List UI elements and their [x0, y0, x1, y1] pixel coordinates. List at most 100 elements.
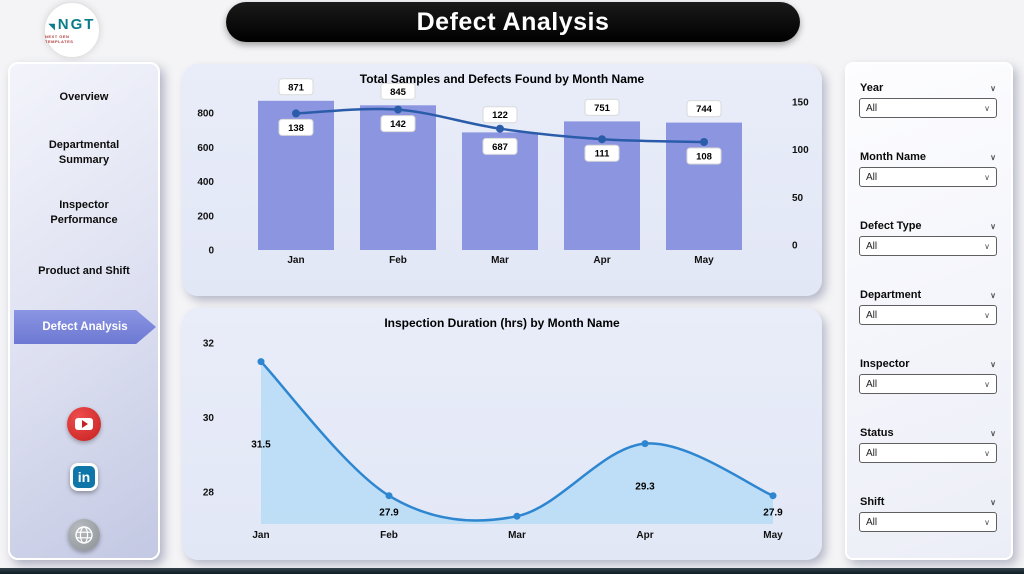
slicer-inspector-header[interactable]: Inspector ∨ [859, 358, 997, 370]
x-axis-label: Jan [287, 255, 304, 266]
y-axis-tick: 32 [203, 339, 215, 350]
slicer-department-dropdown[interactable]: All ∨ [859, 305, 997, 325]
area-data-label: 27.9 [379, 508, 399, 519]
right-axis-tick: 100 [792, 145, 809, 156]
ngt-logo: NGT NEXT GEN TEMPLATES [44, 2, 100, 58]
line-marker-may[interactable] [700, 138, 708, 146]
slicer-shift: Shift ∨ All ∨ [859, 496, 997, 558]
youtube-icon[interactable] [67, 407, 101, 441]
line-marker-feb[interactable] [394, 105, 402, 114]
area-data-label: 27.9 [763, 508, 783, 519]
line-marker-mar[interactable] [496, 124, 504, 133]
combo-chart-card: Total Samples and Defects Found by Month… [182, 64, 822, 296]
slicer-year-dropdown[interactable]: All ∨ [859, 98, 997, 118]
youtube-play-shape [75, 418, 93, 430]
slicer-status: Status ∨ All ∨ [859, 427, 997, 489]
area-marker-jan[interactable] [257, 358, 265, 366]
slicer-status-dropdown[interactable]: All ∨ [859, 443, 997, 463]
area-data-label: 31.5 [251, 440, 271, 451]
sidebar-item-inspector-performance[interactable]: Inspector Performance [50, 199, 118, 227]
area-marker-apr[interactable] [641, 440, 649, 448]
slicer-inspector-dropdown[interactable]: All ∨ [859, 374, 997, 394]
area-marker-may[interactable] [769, 492, 777, 500]
area-chart-card: Inspection Duration (hrs) by Month Name … [182, 308, 822, 560]
chevron-down-icon: ∨ [984, 379, 990, 389]
page-title: Defect Analysis [226, 2, 800, 42]
combo-chart-title: Total Samples and Defects Found by Month… [359, 72, 645, 86]
slicer-department-header[interactable]: Department ∨ [859, 289, 997, 301]
globe-icon[interactable] [68, 519, 100, 551]
slicer-month-name-header[interactable]: Month Name ∨ [859, 151, 997, 163]
slicer-shift-value: All [866, 516, 878, 528]
data-label-text: 751 [594, 103, 611, 114]
globe-glyph [75, 526, 93, 544]
y-axis-tick: 28 [203, 488, 215, 499]
chevron-down-icon[interactable]: ∨ [990, 83, 996, 93]
slicer-year-value: All [866, 102, 878, 114]
page-title-text: Defect Analysis [416, 7, 610, 36]
chevron-down-icon: ∨ [984, 448, 990, 458]
slicer-month-name: Month Name ∨ All ∨ [859, 151, 997, 213]
duration-area-fill [261, 361, 773, 524]
chevron-down-icon: ∨ [984, 241, 990, 251]
right-axis-tick: 150 [792, 98, 809, 109]
right-axis-tick: 50 [792, 193, 804, 204]
line-marker-jan[interactable] [292, 109, 300, 118]
x-axis-label: Jan [252, 530, 269, 541]
slicer-defect-type-value: All [866, 240, 878, 252]
chevron-down-icon: ∨ [984, 172, 990, 182]
slicer-department-label: Department [860, 289, 922, 301]
slicer-defect-type-label: Defect Type [860, 220, 922, 232]
data-label: 687 [482, 137, 518, 155]
data-label-text: 687 [492, 142, 508, 153]
slicer-status-label: Status [860, 427, 894, 439]
chevron-down-icon[interactable]: ∨ [990, 290, 996, 300]
chevron-down-icon[interactable]: ∨ [990, 221, 996, 231]
slicer-inspector: Inspector ∨ All ∨ [859, 358, 997, 420]
logo-text: NGT [49, 16, 96, 33]
left-axis-tick: 600 [197, 143, 214, 154]
linkedin-label: in [77, 469, 91, 485]
data-label: 138 [278, 118, 314, 136]
area-marker-feb[interactable] [385, 492, 393, 500]
data-label-text: 122 [492, 110, 508, 121]
left-axis-tick: 800 [197, 109, 214, 120]
data-label: 751 [584, 98, 620, 116]
data-label: 845 [380, 82, 416, 100]
area-marker-mar[interactable] [513, 512, 521, 520]
chevron-down-icon[interactable]: ∨ [990, 428, 996, 438]
x-axis-label: May [763, 530, 783, 541]
slicer-month-name-dropdown[interactable]: All ∨ [859, 167, 997, 187]
sidebar-item-product-and-shift[interactable]: Product and Shift [38, 265, 130, 277]
data-label-text: 142 [390, 119, 406, 130]
slicer-status-header[interactable]: Status ∨ [859, 427, 997, 439]
chevron-down-icon[interactable]: ∨ [990, 152, 996, 162]
slicer-year-label: Year [860, 82, 884, 94]
slicer-defect-type-header[interactable]: Defect Type ∨ [859, 220, 997, 232]
area-chart: 32 30 28 Jan Feb Mar Apr May 31.5 27.9 29.3 27.9 [203, 339, 783, 542]
x-axis-label: Apr [593, 255, 610, 266]
slicer-department: Department ∨ All ∨ [859, 289, 997, 351]
x-axis-label: Mar [508, 530, 526, 541]
data-label-text: 108 [696, 152, 712, 163]
data-label-text: 845 [390, 87, 407, 98]
sidebar-item-departmental-summary[interactable]: Departmental Summary [48, 139, 120, 167]
slicer-shift-label: Shift [860, 496, 885, 508]
sidebar-item-overview[interactable]: Overview [59, 91, 109, 103]
data-label-text: 138 [288, 123, 304, 134]
data-label: 871 [278, 78, 314, 96]
left-axis-tick: 200 [197, 211, 214, 222]
chevron-down-icon[interactable]: ∨ [990, 497, 996, 507]
sidebar-item-defect-analysis[interactable]: Defect Analysis [14, 310, 156, 344]
line-marker-apr[interactable] [598, 135, 606, 144]
slicer-defect-type-dropdown[interactable]: All ∨ [859, 236, 997, 256]
slicer-shift-dropdown[interactable]: All ∨ [859, 512, 997, 532]
slicer-shift-header[interactable]: Shift ∨ [859, 496, 997, 508]
data-label-text: 744 [696, 104, 713, 115]
linkedin-icon[interactable]: in [70, 463, 98, 491]
slicer-year-header[interactable]: Year ∨ [859, 82, 997, 94]
right-axis-tick: 0 [792, 241, 798, 252]
chevron-down-icon[interactable]: ∨ [990, 359, 996, 369]
x-axis-label: May [694, 255, 714, 266]
